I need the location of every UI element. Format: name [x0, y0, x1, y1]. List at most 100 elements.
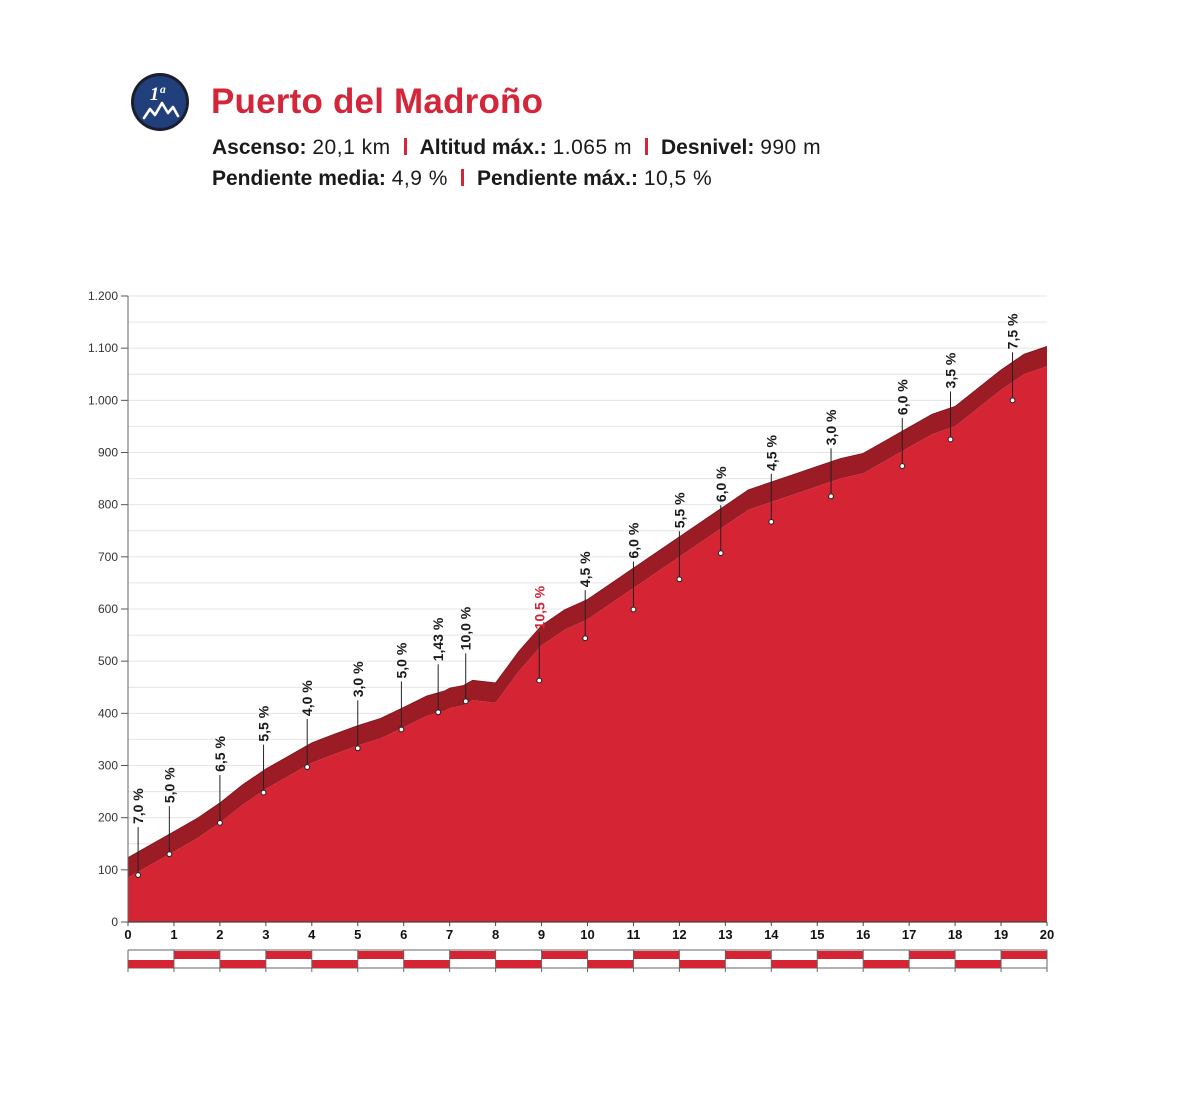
y-tick-label: 1.100 [88, 341, 118, 355]
gradient-label: 5,5 % [671, 492, 687, 528]
gradient-label: 5,5 % [256, 705, 272, 741]
y-tick-label: 1.200 [88, 289, 118, 303]
gradient-marker [768, 518, 775, 525]
y-tick-label: 500 [98, 654, 118, 668]
stat-separator [644, 138, 648, 155]
x-tick-label: 1 [170, 927, 177, 942]
gradient-label: 4,0 % [299, 680, 315, 716]
y-tick-label: 600 [98, 602, 118, 616]
profile-layer [127, 346, 1048, 922]
gradient-label-layer: 7,0 % 5,0 % 6,5 % 5,5 % 4,0 % 3,0 % 5,0 % 1,43 … [130, 313, 1021, 878]
scale-segment [863, 960, 910, 968]
x-tick-label: 2 [216, 927, 223, 942]
gradient-marker [135, 872, 142, 878]
category-badge: 1ª [131, 73, 189, 131]
gradient-marker [166, 851, 173, 858]
climb-title: Puerto del Madroño [211, 82, 544, 121]
scale-segment [771, 960, 818, 968]
x-tick-label: 8 [492, 927, 499, 942]
scale-segment [265, 951, 312, 959]
gradient-marker [717, 550, 724, 557]
gradient-label: 5,0 % [393, 642, 409, 678]
gradient-label: 7,5 % [1005, 313, 1021, 349]
x-tick-label: 20 [1040, 927, 1054, 942]
x-tick-label: 3 [262, 927, 269, 942]
stat-avg-gradient-label: Pendiente media: [212, 167, 386, 190]
scale-segment [219, 960, 266, 968]
y-tick-label: 1.000 [88, 393, 118, 407]
x-tick-label: 4 [308, 927, 316, 942]
stat-elevation-gain-label: Desnivel: [660, 136, 755, 159]
x-tick-label: 11 [627, 927, 641, 942]
gradient-label: 7,0 % [130, 788, 146, 824]
gradient-marker [947, 436, 954, 443]
y-tick-label: 100 [98, 863, 118, 877]
scale-segment [725, 951, 772, 959]
x-tick-label: 19 [994, 927, 1008, 942]
stat-separator [403, 138, 407, 155]
scale-segment [403, 960, 450, 968]
y-tick-label: 400 [98, 706, 118, 720]
gradient-marker [217, 819, 223, 826]
gradient-label: 1,43 % [430, 617, 446, 661]
y-tick-label: 300 [98, 759, 118, 773]
stat-ascent-value: 20,1 km [312, 136, 391, 159]
gradient-label: 4,5 % [763, 435, 779, 471]
x-tick-label: 18 [948, 927, 962, 942]
altitude-profile-area [128, 366, 1047, 922]
y-tick-label: 800 [98, 498, 118, 512]
gradient-label: 10,0 % [458, 606, 474, 650]
x-tick-label: 9 [538, 927, 545, 942]
gradient-marker [676, 576, 683, 583]
x-tick-label: 10 [580, 927, 594, 942]
gradient-marker [354, 745, 361, 752]
stat-separator [460, 169, 464, 186]
x-tick-label: 16 [856, 927, 870, 942]
stat-max-gradient-value: 10,5 % [643, 167, 713, 190]
gradient-label: 10,5 % [531, 585, 547, 629]
climb-stats-row-1: Ascenso: 20,1 km Altitud máx.: 1.065 m Des… [212, 136, 821, 160]
gradient-marker [260, 789, 267, 796]
scale-segment [817, 951, 864, 959]
scale-segment [955, 960, 1002, 968]
scale-segment [495, 960, 542, 968]
stat-max-altitude-label: Altitud máx.: [419, 136, 547, 159]
axis-layer: 01002003004005006007008009001.0001.1001.… [88, 289, 1054, 942]
gradient-marker [630, 606, 637, 613]
scale-segment [128, 960, 174, 968]
gradient-label: 6,5 % [212, 736, 228, 772]
x-tick-label: 12 [672, 927, 686, 942]
gradient-marker [828, 493, 834, 500]
x-tick-label: 14 [764, 927, 779, 942]
climb-stats-row-2: Pendiente media: 4,9 % Pendiente máx.: 10… [212, 167, 712, 191]
x-tick-label: 7 [446, 927, 453, 942]
scale-segment [541, 951, 588, 959]
y-tick-label: 200 [98, 811, 118, 825]
stat-max-altitude-value: 1.065 m [552, 136, 632, 159]
x-tick-label: 5 [354, 927, 361, 942]
scale-segment [449, 951, 496, 959]
badge-category-label: 1ª [150, 84, 167, 105]
scale-segment [357, 951, 404, 959]
scale-segment [633, 951, 680, 959]
y-tick-label: 700 [98, 550, 118, 564]
y-tick-label: 0 [111, 915, 118, 929]
stat-elevation-gain-value: 990 m [760, 136, 822, 159]
gradient-marker [462, 698, 469, 705]
gradient-label: 6,0 % [894, 379, 910, 415]
mountain-icon [142, 101, 180, 120]
x-tick-label: 17 [902, 927, 916, 942]
gradient-label: 3,0 % [823, 409, 839, 445]
stat-avg-gradient-value: 4,9 % [391, 167, 448, 190]
gradient-marker [1009, 397, 1016, 404]
gradient-label: 6,0 % [625, 522, 641, 558]
scale-segment [311, 960, 358, 968]
gradient-marker [398, 726, 405, 733]
scale-segment [587, 960, 634, 968]
gradient-label: 4,5 % [577, 551, 593, 587]
stat-ascent-label: Ascenso: [212, 136, 307, 159]
gradient-label: 6,0 % [713, 466, 729, 502]
x-tick-label: 13 [718, 927, 732, 942]
gradient-marker [304, 764, 311, 770]
